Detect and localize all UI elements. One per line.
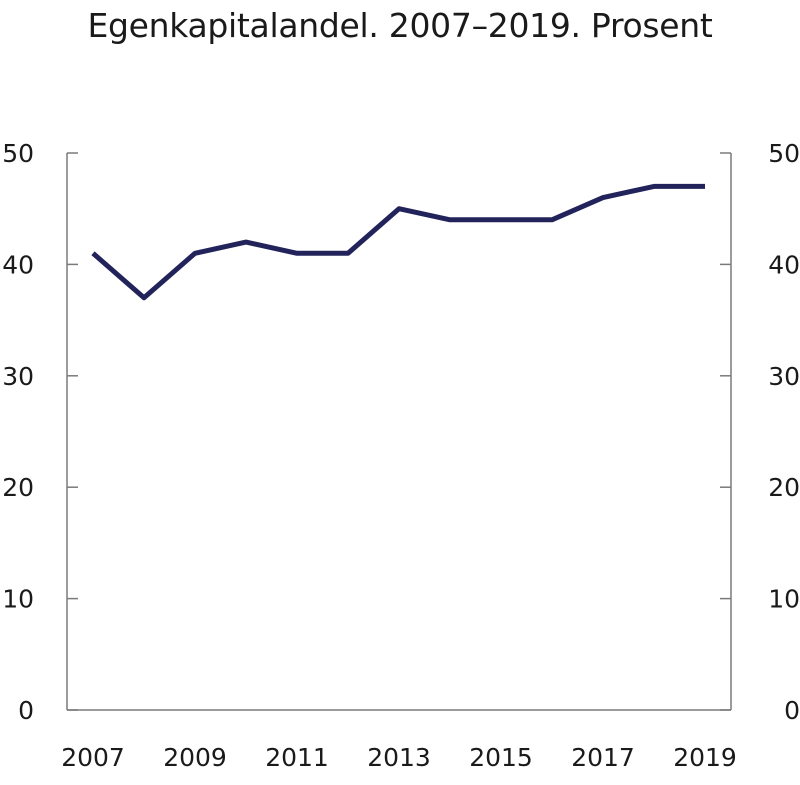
y-tick-label-left: 0 [18, 696, 34, 725]
y-tick-label-left: 10 [2, 585, 34, 614]
y-tick-label-left: 20 [2, 473, 34, 502]
y-tick-label-left: 30 [2, 362, 34, 391]
x-tick-label: 2017 [571, 743, 635, 772]
y-tick-label-right: 10 [768, 585, 800, 614]
x-axis-labels: 2007 2009 2011 2013 2015 2017 2019 [61, 743, 737, 772]
series-line [91, 183, 705, 301]
x-tick-label: 2011 [265, 743, 329, 772]
series-group [91, 183, 705, 301]
y-axis-labels-left: 0 10 20 30 40 50 [2, 139, 34, 725]
y-axis-labels-right: 0 10 20 30 40 50 [768, 139, 800, 725]
y-tick-label-left: 40 [2, 250, 34, 279]
y-tick-label-right: 0 [784, 696, 800, 725]
y-tick-label-right: 30 [768, 362, 800, 391]
x-tick-label: 2013 [367, 743, 431, 772]
y-tick-label-right: 50 [768, 139, 800, 168]
x-tick-label: 2015 [469, 743, 533, 772]
x-tick-label: 2007 [61, 743, 125, 772]
y-tick-label-left: 50 [2, 139, 34, 168]
chart-title: Egenkapitalandel. 2007–2019. Prosent [87, 6, 713, 45]
y-tick-label-right: 40 [768, 250, 800, 279]
x-tick-label: 2009 [163, 743, 227, 772]
axes [66, 152, 732, 711]
x-tick-label: 2019 [673, 743, 737, 772]
y-tick-label-right: 20 [768, 473, 800, 502]
